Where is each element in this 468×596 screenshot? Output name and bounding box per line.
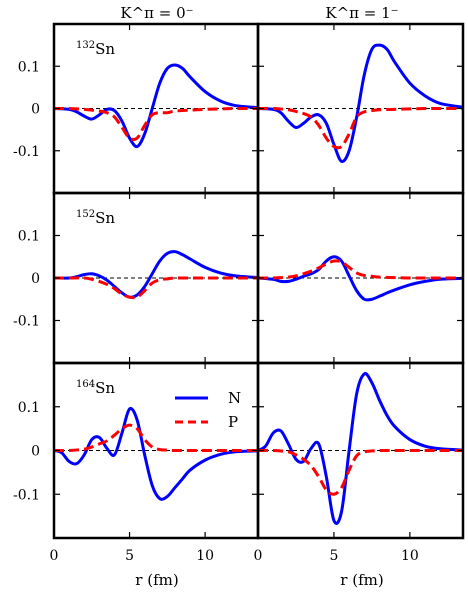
series-p-line — [54, 276, 258, 300]
nucleus-element: Sn — [95, 209, 115, 227]
nucleus-mass: 164 — [76, 379, 95, 390]
y-tick-label: -0.1 — [13, 314, 40, 330]
nucleus-mass: 152 — [76, 209, 95, 220]
xlabel-right: r (fm) — [340, 571, 383, 589]
y-tick-label: 0 — [31, 102, 40, 118]
x-tick-label: 5 — [125, 548, 134, 564]
y-tick-label: 0.1 — [18, 59, 40, 75]
x-tick-label: 10 — [401, 548, 419, 564]
series-p-line — [257, 448, 463, 496]
y-tick-label: 0.1 — [18, 400, 40, 416]
series-p-line — [53, 423, 258, 453]
legend: NP — [175, 389, 241, 431]
y-tick-label: -0.1 — [13, 487, 40, 503]
series-p-line — [257, 106, 463, 150]
nucleus-element: Sn — [95, 379, 115, 397]
nucleus-label: 152Sn — [76, 209, 115, 227]
x-tick-label: 10 — [196, 548, 214, 564]
legend-label-n: N — [228, 389, 241, 407]
series-n-line — [257, 43, 464, 163]
series-n-line — [53, 250, 259, 299]
column-title-k0: K^π = 0⁻ — [120, 4, 193, 22]
nucleus-label: 132Sn — [76, 40, 115, 58]
column-title-k1: K^π = 1⁻ — [325, 4, 398, 22]
series-n-line — [53, 63, 259, 149]
y-tick-label: 0 — [31, 444, 40, 460]
series-p-line — [257, 259, 463, 280]
y-tick-label: -0.1 — [13, 144, 40, 160]
series-n-line — [257, 372, 464, 525]
panel-5 — [53, 406, 259, 501]
panel-1 — [53, 63, 259, 149]
x-tick-label: 0 — [50, 548, 59, 564]
panel-frame — [256, 361, 465, 540]
series-n-line — [257, 255, 464, 302]
nucleus-label: 164Sn — [76, 379, 115, 397]
series-p-line — [53, 106, 259, 142]
x-tick-label: 0 — [254, 548, 263, 564]
panel-3 — [53, 250, 259, 300]
xlabel-left: r (fm) — [135, 571, 178, 589]
x-tick-label: 5 — [329, 548, 338, 564]
panel-4 — [257, 255, 464, 302]
nucleus-mass: 132 — [76, 40, 95, 51]
series-n-line — [53, 406, 259, 501]
panel-2 — [257, 43, 464, 163]
legend-label-p: P — [228, 413, 238, 431]
y-tick-label: 0.1 — [18, 229, 40, 245]
y-tick-label: 0 — [31, 271, 40, 287]
nucleus-element: Sn — [95, 40, 115, 58]
panel-6 — [257, 372, 464, 525]
